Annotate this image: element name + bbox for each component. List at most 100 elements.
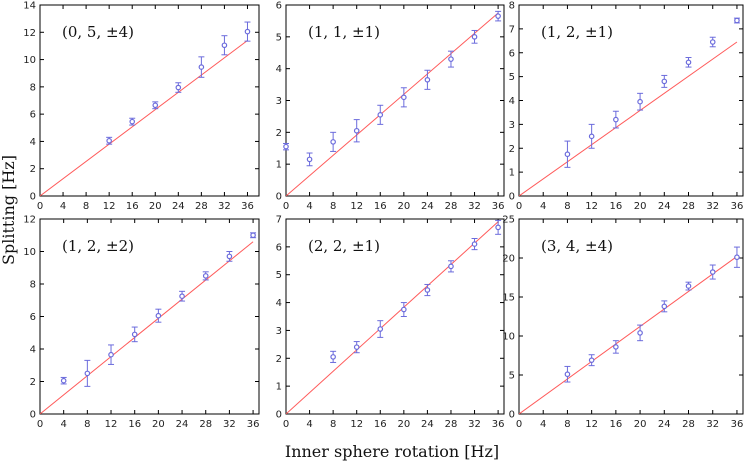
data-point [613,344,619,350]
data-point [401,306,407,313]
fit-line [286,12,499,196]
x-tick-label: 12 [103,201,116,212]
x-tick-label: 16 [128,419,141,430]
y-tick-label: 3 [276,96,282,107]
x-tick-label: 20 [634,201,647,212]
panel-title: (2, 2, ±1) [308,237,380,255]
x-tick-label: 36 [731,419,744,430]
fit-line [519,41,738,196]
x-tick-label: 4 [540,201,546,212]
y-tick-label: 20 [502,254,515,265]
y-tick-label: 4 [276,298,282,309]
x-tick-label: 8 [564,419,570,430]
data-point [588,133,595,140]
x-tick-label: 8 [83,201,89,212]
y-tick-label: 5 [276,270,282,281]
y-tick-label: 12 [23,28,36,39]
x-tick-label: 32 [468,201,481,212]
x-tick-label: 4 [306,419,312,430]
data-point [588,357,595,363]
data-point [495,13,501,19]
plot-frame [285,218,505,415]
plot-frame [518,218,744,415]
x-tick-label: 4 [60,419,66,430]
y-tick-label: 2 [30,377,36,388]
y-tick-label: 6 [30,110,36,121]
data-point [131,331,138,338]
x-tick-label: 32 [223,419,236,430]
x-tick-label: 24 [176,419,189,430]
x-tick-label: 0 [516,419,522,430]
x-tick-label: 20 [149,201,162,212]
data-point [60,377,67,384]
x-tick-label: 12 [350,201,363,212]
data-point [106,137,112,144]
x-tick-label: 16 [374,419,387,430]
y-tick-label: 7 [276,215,282,226]
x-tick-label: 12 [585,419,598,430]
y-tick-label: 2 [276,354,282,365]
x-tick-label: 24 [658,419,671,430]
x-tick-label: 36 [241,201,254,212]
y-tick-label: 7 [509,24,515,35]
y-tick-label: 1 [276,160,282,171]
y-tick-label: 2 [509,144,515,155]
x-tick-label: 20 [397,201,410,212]
data-point [637,330,643,336]
x-tick-label: 28 [199,419,212,430]
data-point [495,224,501,231]
data-point [401,94,407,101]
x-tick-label: 36 [492,419,505,430]
y-tick-label: 15 [502,293,515,304]
data-point [244,28,251,35]
x-tick-label: 8 [330,419,336,430]
data-point [108,351,114,358]
data-point [564,151,571,158]
data-point [175,84,182,91]
data-point [734,254,740,261]
x-tick-label: 28 [445,201,458,212]
y-tick-label: 1 [509,168,515,179]
data-point [685,283,692,289]
data-point [564,371,571,378]
fit-line [40,40,248,196]
panel-title: (0, 5, ±4) [62,23,134,41]
y-tick-label: 6 [276,242,282,253]
data-point [377,112,384,118]
y-tick-label: 0 [30,192,36,203]
data-point [353,127,360,134]
y-tick-label: 0 [276,192,282,203]
data-point [685,59,692,66]
x-tick-label: 4 [60,201,66,212]
data-point [471,241,478,247]
x-tick-label: 36 [247,419,260,430]
y-tick-label: 6 [30,312,36,323]
data-point [709,269,716,275]
data-point [221,42,228,49]
data-point [448,56,454,62]
y-tick-label: 5 [276,32,282,43]
x-tick-label: 12 [105,419,118,430]
x-tick-label: 0 [283,201,289,212]
data-point [734,17,740,24]
y-tick-label: 0 [509,410,515,421]
x-tick-label: 8 [330,201,336,212]
x-tick-label: 36 [492,201,505,212]
y-tick-label: 5 [509,72,515,83]
y-tick-label: 0 [509,192,515,203]
x-tick-label: 24 [658,201,671,212]
data-point [306,156,313,163]
x-tick-label: 24 [421,419,434,430]
y-tick-label: 6 [276,1,282,12]
panel-6: 0 4 8 12 16 20 24 28 32 36 0 5 10 15 20 25 (3, 4, ±4) [502,215,744,430]
x-tick-label: 32 [218,201,231,212]
x-tick-label: 32 [706,201,719,212]
data-point [202,273,209,279]
x-tick-label: 8 [84,419,90,430]
y-tick-label: 3 [509,120,515,131]
x-tick-label: 8 [564,201,570,212]
data-point [84,370,91,377]
y-axis-label: Splitting [Hz] [0,155,18,265]
